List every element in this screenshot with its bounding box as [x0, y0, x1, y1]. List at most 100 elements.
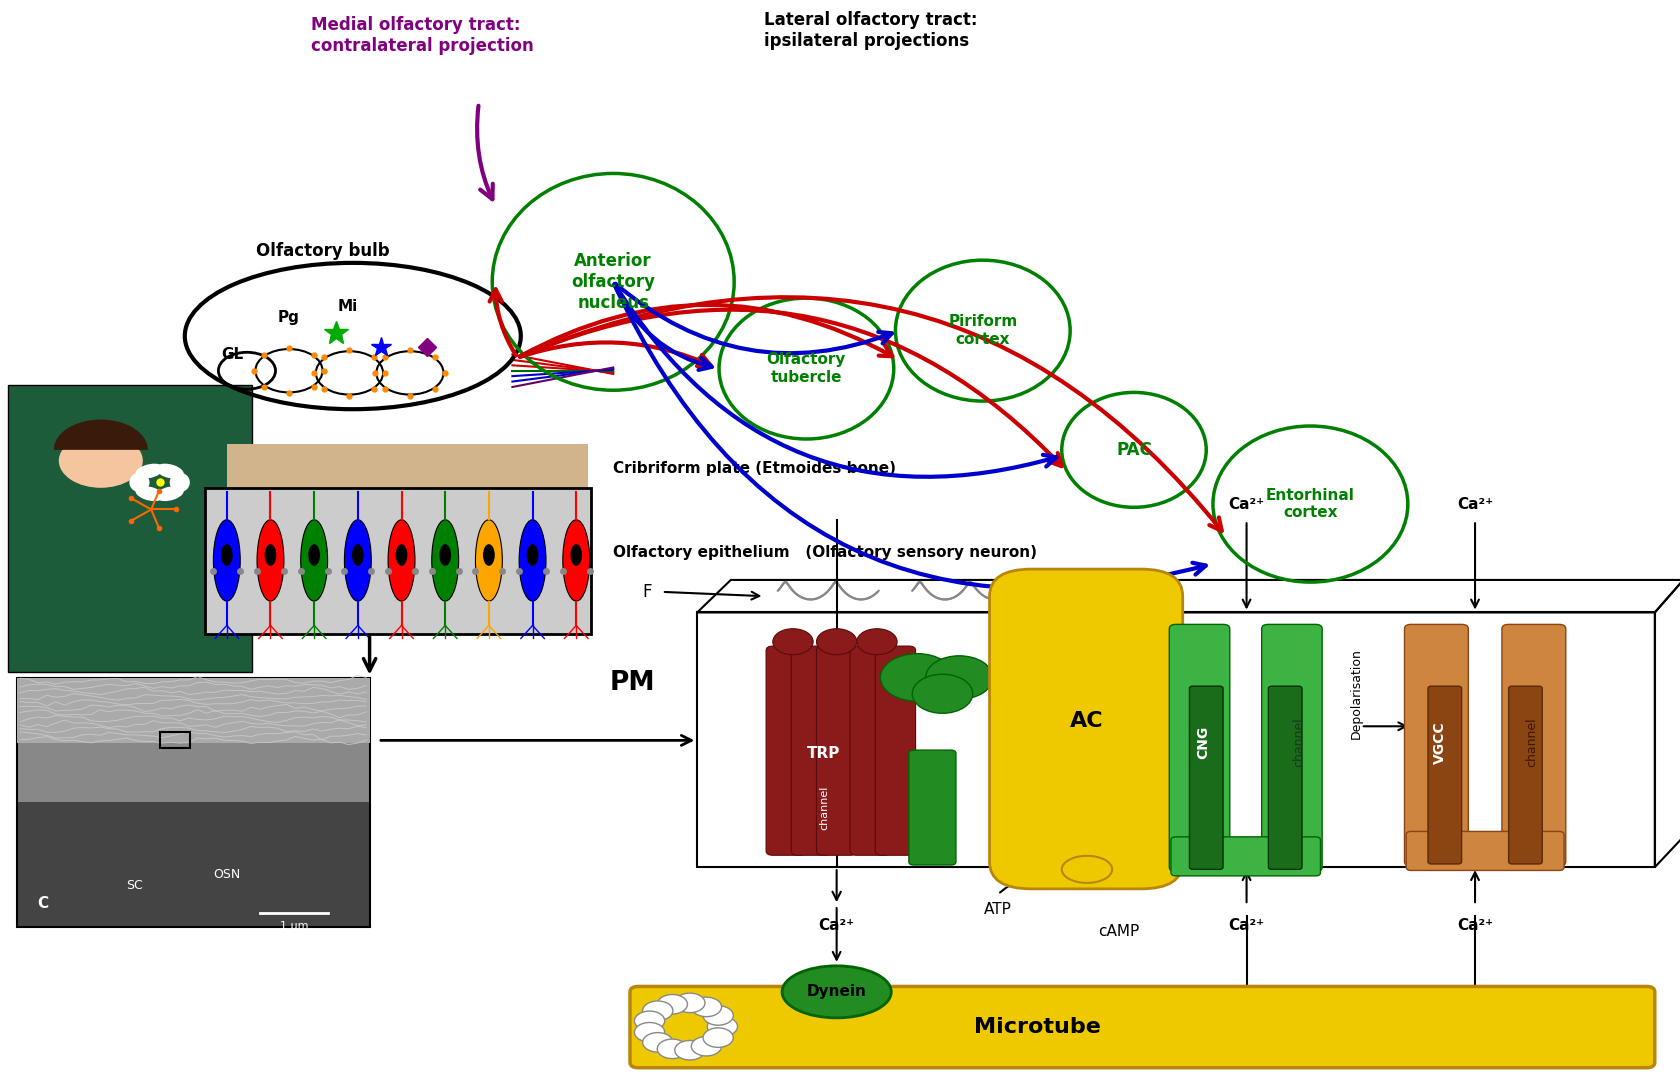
Text: CNG: CNG [1196, 726, 1210, 759]
FancyBboxPatch shape [1268, 686, 1302, 869]
Text: channel: channel [1292, 718, 1305, 767]
Ellipse shape [156, 487, 183, 501]
Circle shape [643, 1001, 674, 1020]
Circle shape [702, 1006, 732, 1025]
Ellipse shape [563, 520, 590, 601]
Text: Medial olfactory tract:
contralateral projection: Medial olfactory tract: contralateral pr… [311, 16, 534, 55]
Ellipse shape [309, 544, 321, 566]
FancyBboxPatch shape [630, 986, 1655, 1068]
Text: Lateral olfactory tract:
ipsilateral projections: Lateral olfactory tract: ipsilateral pro… [764, 11, 978, 50]
Text: Entorhinal
cortex: Entorhinal cortex [1267, 488, 1354, 520]
Text: OSN: OSN [213, 868, 240, 881]
Ellipse shape [1062, 856, 1112, 882]
Circle shape [690, 1036, 721, 1056]
Ellipse shape [213, 520, 240, 601]
Circle shape [59, 434, 143, 488]
Ellipse shape [222, 544, 232, 566]
Ellipse shape [170, 473, 190, 492]
Circle shape [857, 629, 897, 655]
Text: Olfactory bulb: Olfactory bulb [255, 243, 390, 260]
Text: Olfactory
tubercle: Olfactory tubercle [766, 352, 847, 385]
FancyBboxPatch shape [1406, 831, 1564, 870]
Bar [227, 444, 588, 490]
FancyBboxPatch shape [791, 646, 832, 855]
Text: Dynein: Dynein [806, 984, 867, 999]
Circle shape [690, 997, 721, 1017]
FancyBboxPatch shape [8, 385, 252, 672]
Circle shape [657, 1040, 687, 1059]
Bar [17, 678, 370, 802]
Circle shape [675, 993, 706, 1012]
FancyBboxPatch shape [1169, 624, 1230, 872]
Text: C: C [37, 895, 49, 911]
Text: Pg: Pg [277, 310, 301, 325]
Text: Ca²⁺: Ca²⁺ [1457, 918, 1494, 933]
Text: Ca²⁺: Ca²⁺ [1228, 918, 1265, 933]
Circle shape [773, 629, 813, 655]
Ellipse shape [257, 520, 284, 601]
Text: Ca²⁺: Ca²⁺ [818, 918, 855, 933]
Ellipse shape [136, 464, 163, 478]
FancyBboxPatch shape [1404, 624, 1468, 866]
Ellipse shape [519, 520, 546, 601]
Text: SC: SC [126, 879, 143, 892]
FancyBboxPatch shape [816, 646, 857, 855]
Text: F: F [642, 583, 652, 601]
FancyBboxPatch shape [205, 488, 591, 634]
Text: PAC: PAC [1116, 441, 1152, 459]
FancyBboxPatch shape [1262, 624, 1322, 872]
Ellipse shape [396, 544, 408, 566]
Text: Ca²⁺: Ca²⁺ [1228, 496, 1265, 512]
Circle shape [675, 1041, 706, 1060]
Ellipse shape [432, 520, 459, 601]
Ellipse shape [440, 544, 452, 566]
Circle shape [635, 1022, 665, 1042]
FancyBboxPatch shape [990, 569, 1183, 889]
FancyBboxPatch shape [1171, 837, 1320, 876]
Ellipse shape [484, 544, 496, 566]
Text: Ca²⁺: Ca²⁺ [1457, 496, 1494, 512]
FancyBboxPatch shape [850, 646, 890, 855]
Circle shape [643, 1033, 674, 1053]
Ellipse shape [156, 464, 183, 478]
FancyBboxPatch shape [1509, 686, 1542, 864]
Text: Olfactory epithelium   (Olfactory sensory neuron): Olfactory epithelium (Olfactory sensory … [613, 545, 1037, 560]
Ellipse shape [301, 520, 328, 601]
Ellipse shape [475, 520, 502, 601]
Text: Anterior
olfactory
nucleus: Anterior olfactory nucleus [571, 253, 655, 311]
Text: channel: channel [1525, 718, 1539, 767]
Ellipse shape [571, 544, 583, 566]
Circle shape [912, 674, 973, 713]
Circle shape [880, 654, 954, 701]
Text: channel: channel [820, 786, 828, 829]
Circle shape [657, 994, 687, 1014]
Text: Cribriform plate (Etmoides bone): Cribriform plate (Etmoides bone) [613, 461, 895, 476]
Bar [17, 802, 370, 927]
FancyBboxPatch shape [1428, 686, 1462, 864]
Text: AC: AC [1070, 711, 1104, 731]
Ellipse shape [344, 520, 371, 601]
Ellipse shape [265, 544, 277, 566]
Ellipse shape [136, 487, 163, 501]
FancyBboxPatch shape [1502, 624, 1566, 866]
Ellipse shape [388, 520, 415, 601]
Text: Microtube: Microtube [974, 1017, 1102, 1036]
Circle shape [702, 1028, 732, 1047]
Text: VGCC: VGCC [1433, 721, 1446, 764]
FancyBboxPatch shape [909, 750, 956, 865]
Ellipse shape [528, 544, 539, 566]
Ellipse shape [783, 966, 892, 1018]
Text: PM: PM [610, 670, 655, 696]
Ellipse shape [353, 544, 365, 566]
Text: cAMP: cAMP [1099, 924, 1139, 939]
Text: Piriform
cortex: Piriform cortex [948, 314, 1018, 347]
FancyBboxPatch shape [1189, 686, 1223, 869]
FancyBboxPatch shape [875, 646, 916, 855]
Bar [160, 732, 190, 748]
Text: Mi: Mi [338, 299, 358, 314]
Text: Depolarisation: Depolarisation [1349, 648, 1362, 739]
Circle shape [635, 1011, 665, 1031]
FancyBboxPatch shape [766, 646, 806, 855]
Text: GL: GL [222, 347, 244, 362]
Bar [17, 678, 370, 927]
